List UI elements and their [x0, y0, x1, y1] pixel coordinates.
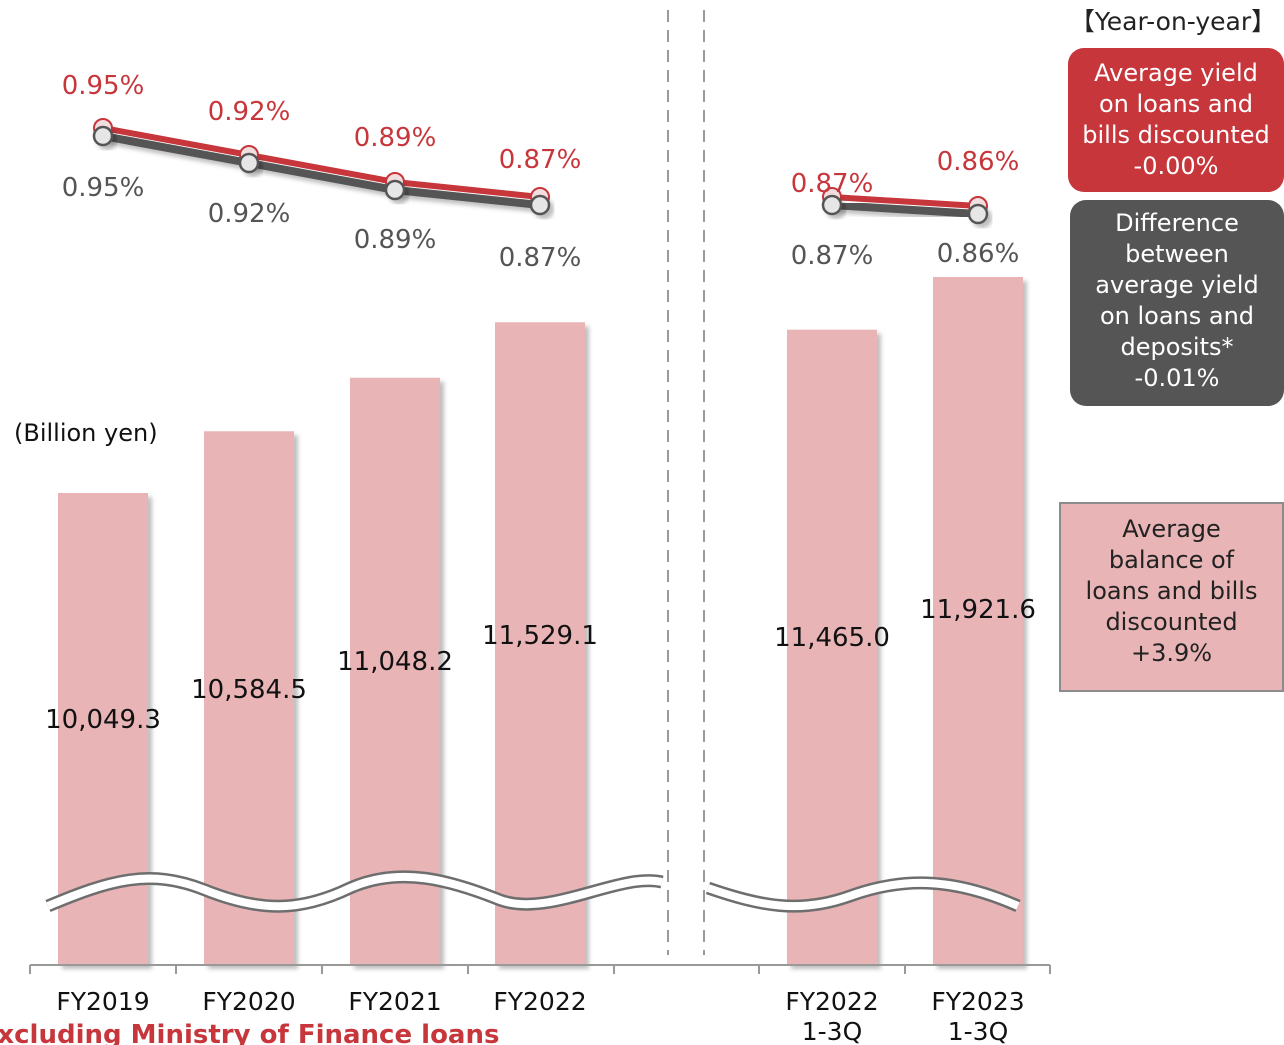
- x-tick-label: FY2020: [202, 987, 295, 1016]
- diff-point: [92, 125, 114, 147]
- diff-value-label: 0.89%: [354, 225, 437, 255]
- bar: [204, 431, 294, 965]
- diff-point: [529, 194, 551, 216]
- diff-line: [102, 132, 541, 209]
- legend-diff-box: Difference between average yield on loan…: [1070, 200, 1284, 406]
- bar-value-label: 11,529.1: [482, 621, 598, 651]
- bar-value-label: 11,048.2: [337, 647, 453, 677]
- legend-balance-box: Average balance of loans and bills disco…: [1059, 502, 1284, 692]
- yield-value-label: 0.95%: [62, 71, 145, 101]
- legend-balance-change: +3.9%: [1130, 639, 1213, 667]
- axis-break-fill: [46, 872, 663, 911]
- footnote-text: *Excluding Ministry of Finance loans: [0, 1022, 500, 1045]
- legend-diff-line-2: between: [1125, 240, 1229, 268]
- legend-balance-line-3: loans and bills: [1085, 577, 1258, 605]
- bar: [495, 322, 585, 965]
- diff-point: [238, 152, 260, 174]
- legend-balance-line-1: Average: [1122, 515, 1221, 543]
- bar: [350, 377, 440, 966]
- x-tick-label: FY2023: [931, 987, 1024, 1016]
- diff-point: [821, 194, 843, 216]
- yoy-title: 【Year-on-year】: [1069, 7, 1277, 36]
- separator-gap: [668, 0, 704, 965]
- yield-value-label: 0.86%: [937, 147, 1020, 177]
- diff-value-label: 0.87%: [791, 241, 874, 271]
- yield-line: [102, 125, 541, 200]
- diff-value-label: 0.92%: [208, 199, 291, 229]
- yield-value-label: 0.87%: [791, 169, 874, 199]
- legend-balance-line-2: balance of: [1108, 546, 1235, 574]
- axis-break-fill: [706, 878, 1020, 911]
- footnote: *Excluding Ministry of Finance loans: [0, 1022, 560, 1045]
- yield-value-label: 0.89%: [354, 123, 437, 153]
- x-tick-label: FY2022: [785, 987, 878, 1016]
- diff-point: [967, 203, 989, 225]
- legend-yield-box: Average yield on loans and bills discoun…: [1068, 48, 1284, 192]
- legend-diff-change: -0.01%: [1134, 364, 1220, 392]
- x-tick-label: FY2019: [56, 987, 149, 1016]
- x-tick-label: 1-3Q: [802, 1017, 863, 1045]
- diff-line: [831, 201, 979, 218]
- legend-diff-line-4: on loans and: [1099, 302, 1255, 330]
- legend-balance-line-4: discounted: [1105, 608, 1238, 636]
- legend-yield-line-3: bills discounted: [1082, 121, 1270, 149]
- bar-value-label: 11,465.0: [774, 623, 890, 653]
- legend-yield-change: -0.00%: [1133, 152, 1219, 180]
- legend-yield-line-1: Average yield: [1094, 59, 1258, 87]
- diff-value-label: 0.86%: [937, 239, 1020, 269]
- yield-value-label: 0.87%: [499, 145, 582, 175]
- bar-value-label: 10,049.3: [45, 705, 161, 735]
- legend-diff-line-1: Difference: [1115, 209, 1239, 237]
- diff-point: [384, 179, 406, 201]
- yield-value-label: 0.92%: [208, 97, 291, 127]
- bar: [787, 329, 877, 966]
- x-tick-label: 1-3Q: [948, 1017, 1009, 1045]
- x-tick-label: FY2022: [493, 987, 586, 1016]
- legend-yield-line-2: on loans and: [1098, 90, 1254, 118]
- bar-value-label: 10,584.5: [191, 675, 307, 705]
- diff-value-label: 0.87%: [499, 243, 582, 273]
- bar: [933, 277, 1023, 965]
- legend-diff-line-5: deposits*: [1120, 333, 1234, 361]
- y-axis-label: (Billion yen): [14, 419, 158, 447]
- x-tick-label: FY2021: [348, 987, 441, 1016]
- bar-value-label: 11,921.6: [920, 595, 1036, 625]
- diff-value-label: 0.95%: [62, 173, 145, 203]
- legend-diff-line-3: average yield: [1095, 271, 1259, 299]
- yield-line: [831, 194, 979, 209]
